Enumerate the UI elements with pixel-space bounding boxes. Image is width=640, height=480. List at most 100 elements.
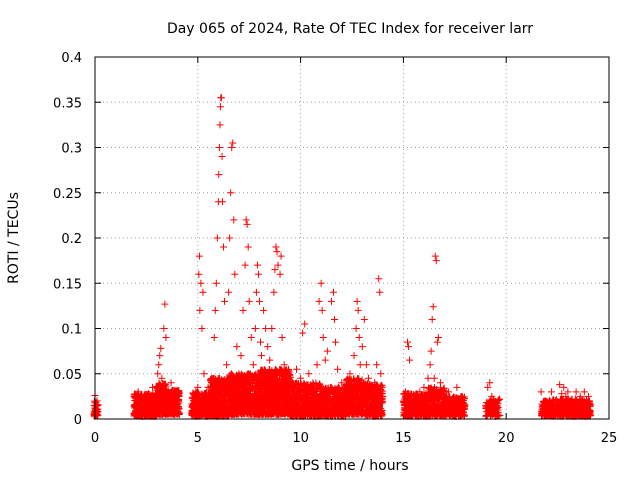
data-point <box>268 378 276 386</box>
data-point <box>230 376 238 384</box>
data-point <box>212 379 220 387</box>
data-point <box>283 404 291 412</box>
data-point <box>238 401 246 409</box>
data-point <box>261 402 269 410</box>
data-point <box>175 409 183 417</box>
data-point <box>218 376 226 384</box>
data-point <box>277 392 285 400</box>
data-point <box>240 388 248 396</box>
data-point <box>266 391 274 399</box>
data-point <box>260 365 268 373</box>
data-point <box>289 404 297 412</box>
data-point <box>257 402 265 410</box>
data-point <box>165 408 173 416</box>
data-point <box>308 398 316 406</box>
data-point <box>248 379 256 387</box>
data-point <box>201 403 209 411</box>
data-point <box>228 403 236 411</box>
data-point <box>264 410 272 418</box>
data-point <box>264 380 272 388</box>
data-point <box>281 385 289 393</box>
data-point <box>246 396 254 404</box>
data-point <box>265 399 273 407</box>
data-point <box>131 407 139 415</box>
data-point <box>266 407 274 415</box>
data-point <box>245 371 253 379</box>
data-point <box>244 377 252 385</box>
data-point <box>241 410 249 418</box>
data-point <box>259 389 267 397</box>
data-point <box>259 375 267 383</box>
data-point <box>282 389 290 397</box>
data-point <box>271 366 279 374</box>
data-point <box>264 374 272 382</box>
data-point <box>257 369 265 377</box>
data-point <box>216 385 224 393</box>
data-point <box>258 403 266 411</box>
data-point <box>242 373 250 381</box>
data-point <box>190 404 198 412</box>
data-point <box>135 405 143 413</box>
data-point <box>234 389 242 397</box>
data-point <box>292 411 300 419</box>
data-point <box>157 395 165 403</box>
data-point <box>269 388 277 396</box>
data-point <box>157 405 165 413</box>
data-point <box>227 391 235 399</box>
data-point <box>226 397 234 405</box>
data-point <box>192 407 200 415</box>
data-point <box>216 405 224 413</box>
data-point <box>153 386 161 394</box>
data-point <box>208 412 216 420</box>
data-point <box>278 369 286 377</box>
data-point <box>247 406 255 414</box>
data-point <box>240 380 248 388</box>
data-point <box>131 400 139 408</box>
data-point <box>230 387 238 395</box>
data-point <box>258 382 266 390</box>
data-point <box>227 373 235 381</box>
data-point <box>215 399 223 407</box>
gridlines <box>95 57 609 419</box>
data-point <box>199 391 207 399</box>
data-point <box>233 395 241 403</box>
data-point <box>281 370 289 378</box>
data-point <box>143 399 151 407</box>
data-point <box>258 393 266 401</box>
data-point <box>272 407 280 415</box>
data-point <box>272 376 280 384</box>
data-point <box>274 409 282 417</box>
data-point <box>158 401 166 409</box>
data-point <box>157 409 165 417</box>
data-point <box>285 375 293 383</box>
data-point <box>195 409 203 417</box>
data-point <box>200 395 208 403</box>
data-point <box>175 387 183 395</box>
data-point <box>210 403 218 411</box>
data-point <box>278 378 286 386</box>
data-point <box>242 385 250 393</box>
data-point <box>246 390 254 398</box>
data-point <box>308 385 316 393</box>
data-point <box>246 386 254 394</box>
data-point <box>239 371 247 379</box>
data-point <box>214 412 222 420</box>
data-point <box>220 380 228 388</box>
chart-title: Day 065 of 2024, Rate Of TEC Index for r… <box>167 21 533 37</box>
data-point <box>199 400 207 408</box>
data-point <box>238 398 246 406</box>
data-point <box>164 391 172 399</box>
data-point <box>232 380 240 388</box>
data-point <box>275 396 283 404</box>
data-point <box>298 397 306 405</box>
data-point <box>164 398 172 406</box>
data-point <box>209 387 217 395</box>
data-point <box>233 405 241 413</box>
data-point <box>258 408 266 416</box>
data-point <box>173 410 181 418</box>
data-point <box>265 392 273 400</box>
data-point <box>269 373 277 381</box>
data-point <box>288 390 296 398</box>
data-points <box>90 94 594 420</box>
